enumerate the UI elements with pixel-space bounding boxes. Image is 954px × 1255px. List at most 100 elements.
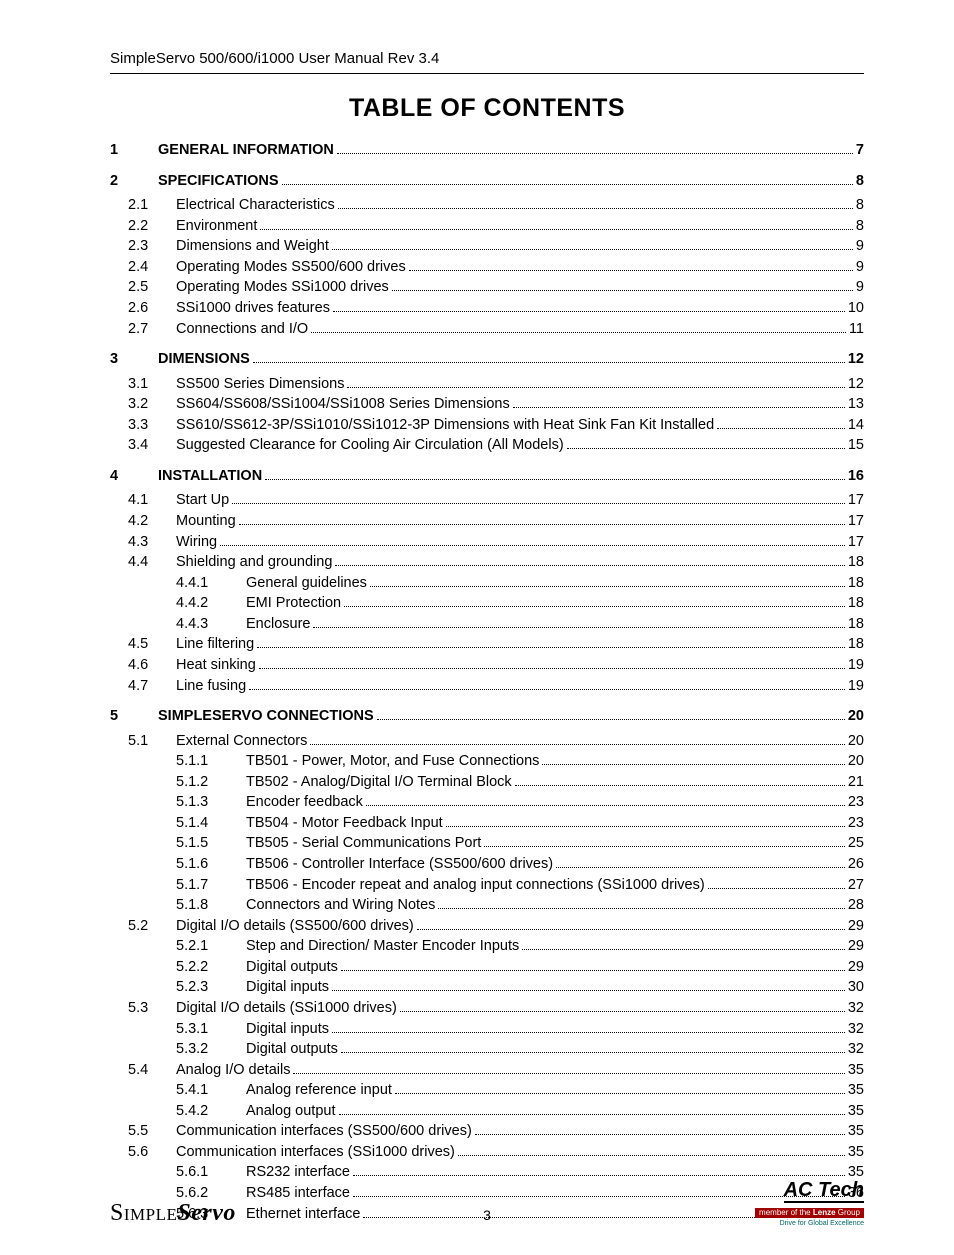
toc-entry: 5.2.3Digital inputs30 — [110, 978, 864, 998]
toc-label: Communication interfaces (SSi1000 drives… — [176, 1143, 455, 1163]
toc-leader — [708, 888, 845, 889]
toc-page: 18 — [848, 615, 864, 635]
toc-label: External Connectors — [176, 732, 307, 752]
toc-entry: 4.6Heat sinking19 — [110, 656, 864, 676]
toc-page: 29 — [848, 917, 864, 937]
toc-leader — [417, 929, 845, 930]
toc-leader — [392, 290, 853, 291]
toc-entry: 5.4.2Analog output35 — [110, 1102, 864, 1122]
toc-number: 5.3.2 — [176, 1040, 234, 1060]
company-tagline-1: member of the Lenze Group — [755, 1208, 864, 1218]
toc-page: 9 — [856, 237, 864, 257]
toc-page: 27 — [848, 876, 864, 896]
toc-label: GENERAL INFORMATION — [158, 141, 334, 161]
toc-number: 5.2.1 — [176, 937, 234, 957]
company-logo-text: AC Tech — [784, 1180, 864, 1203]
toc-entry: 4.2Mounting17 — [110, 512, 864, 532]
toc-number: 3.4 — [110, 436, 158, 456]
toc-entry: 5.1.2TB502 - Analog/Digital I/O Terminal… — [110, 773, 864, 793]
toc-entry: 4.7Line fusing19 — [110, 677, 864, 697]
toc-number: 5.4.2 — [176, 1102, 234, 1122]
toc-entry: 4.4.3Enclosure18 — [110, 615, 864, 635]
toc-number: 4.5 — [110, 635, 158, 655]
toc-label: SS610/SS612-3P/SSi1010/SSi1012-3P Dimens… — [176, 416, 714, 436]
toc-page: 35 — [848, 1061, 864, 1081]
toc-page: 7 — [856, 141, 864, 161]
toc-leader — [400, 1011, 845, 1012]
toc-number: 3 — [110, 350, 158, 370]
toc-entry: 4.4.2EMI Protection18 — [110, 594, 864, 614]
toc-leader — [458, 1155, 845, 1156]
toc-number: 5.1.1 — [176, 752, 234, 772]
toc-entry: 5.3.2Digital outputs32 — [110, 1040, 864, 1060]
toc-entry: 5.1.4TB504 - Motor Feedback Input23 — [110, 814, 864, 834]
brand-text-thin: Simple — [110, 1200, 177, 1226]
toc-number: 2.2 — [110, 217, 158, 237]
toc-leader — [515, 785, 845, 786]
toc-page: 18 — [848, 635, 864, 655]
toc-leader — [260, 229, 853, 230]
toc-leader — [438, 908, 844, 909]
header-rule — [110, 73, 864, 74]
toc-label: Connections and I/O — [176, 320, 308, 340]
toc-leader — [377, 719, 845, 720]
toc-label: Digital outputs — [246, 1040, 338, 1060]
toc-number: 2.1 — [110, 196, 158, 216]
toc-leader — [310, 744, 844, 745]
toc-entry: 4.1Start Up17 — [110, 491, 864, 511]
toc-label: Communication interfaces (SS500/600 driv… — [176, 1122, 472, 1142]
toc-page: 18 — [848, 553, 864, 573]
toc-entry: 5.3Digital I/O details (SSi1000 drives)3… — [110, 999, 864, 1019]
toc-page: 17 — [848, 512, 864, 532]
toc-number: 2.5 — [110, 278, 158, 298]
toc-label: Shielding and grounding — [176, 553, 332, 573]
toc-page: 26 — [848, 855, 864, 875]
toc-leader — [556, 867, 845, 868]
toc-number: 5.1.2 — [176, 773, 234, 793]
toc-leader — [313, 627, 844, 628]
toc-page: 25 — [848, 834, 864, 854]
toc-page: 28 — [848, 896, 864, 916]
toc-label: TB504 - Motor Feedback Input — [246, 814, 443, 834]
toc-page: 18 — [848, 594, 864, 614]
toc-page: 8 — [856, 217, 864, 237]
toc-page: 14 — [848, 416, 864, 436]
toc-leader — [370, 586, 845, 587]
toc-leader — [282, 184, 853, 185]
toc-leader — [253, 362, 845, 363]
footer-brand: SimpleServo — [110, 1200, 236, 1227]
toc-leader — [265, 479, 845, 480]
toc-number: 1 — [110, 141, 158, 161]
toc-leader — [341, 1052, 845, 1053]
toc-number: 3.2 — [110, 395, 158, 415]
toc-number: 5.1 — [110, 732, 158, 752]
toc-number: 5.1.4 — [176, 814, 234, 834]
table-of-contents: 1GENERAL INFORMATION 72SPECIFICATIONS 82… — [110, 141, 864, 1224]
toc-leader — [475, 1134, 845, 1135]
toc-number: 5.2.3 — [176, 978, 234, 998]
toc-page: 9 — [856, 278, 864, 298]
toc-page: 20 — [848, 752, 864, 772]
toc-number: 2.4 — [110, 258, 158, 278]
toc-page: 13 — [848, 395, 864, 415]
toc-leader — [567, 448, 845, 449]
toc-page: 29 — [848, 958, 864, 978]
toc-label: DIMENSIONS — [158, 350, 250, 370]
toc-number: 2.7 — [110, 320, 158, 340]
toc-leader — [259, 668, 845, 669]
toc-number: 4.4.1 — [176, 574, 234, 594]
toc-entry: 3DIMENSIONS 12 — [110, 350, 864, 370]
toc-number: 5.1.5 — [176, 834, 234, 854]
toc-label: Suggested Clearance for Cooling Air Circ… — [176, 436, 564, 456]
toc-entry: 2.2Environment8 — [110, 217, 864, 237]
toc-label: Digital I/O details (SS500/600 drives) — [176, 917, 414, 937]
toc-leader — [366, 805, 845, 806]
toc-page: 35 — [848, 1102, 864, 1122]
toc-page: 30 — [848, 978, 864, 998]
toc-number: 5.6 — [110, 1143, 158, 1163]
toc-label: Operating Modes SS500/600 drives — [176, 258, 406, 278]
toc-leader — [542, 764, 844, 765]
toc-entry: 4INSTALLATION 16 — [110, 467, 864, 487]
toc-leader — [446, 826, 845, 827]
toc-entry: 2.1Electrical Characteristics8 — [110, 196, 864, 216]
